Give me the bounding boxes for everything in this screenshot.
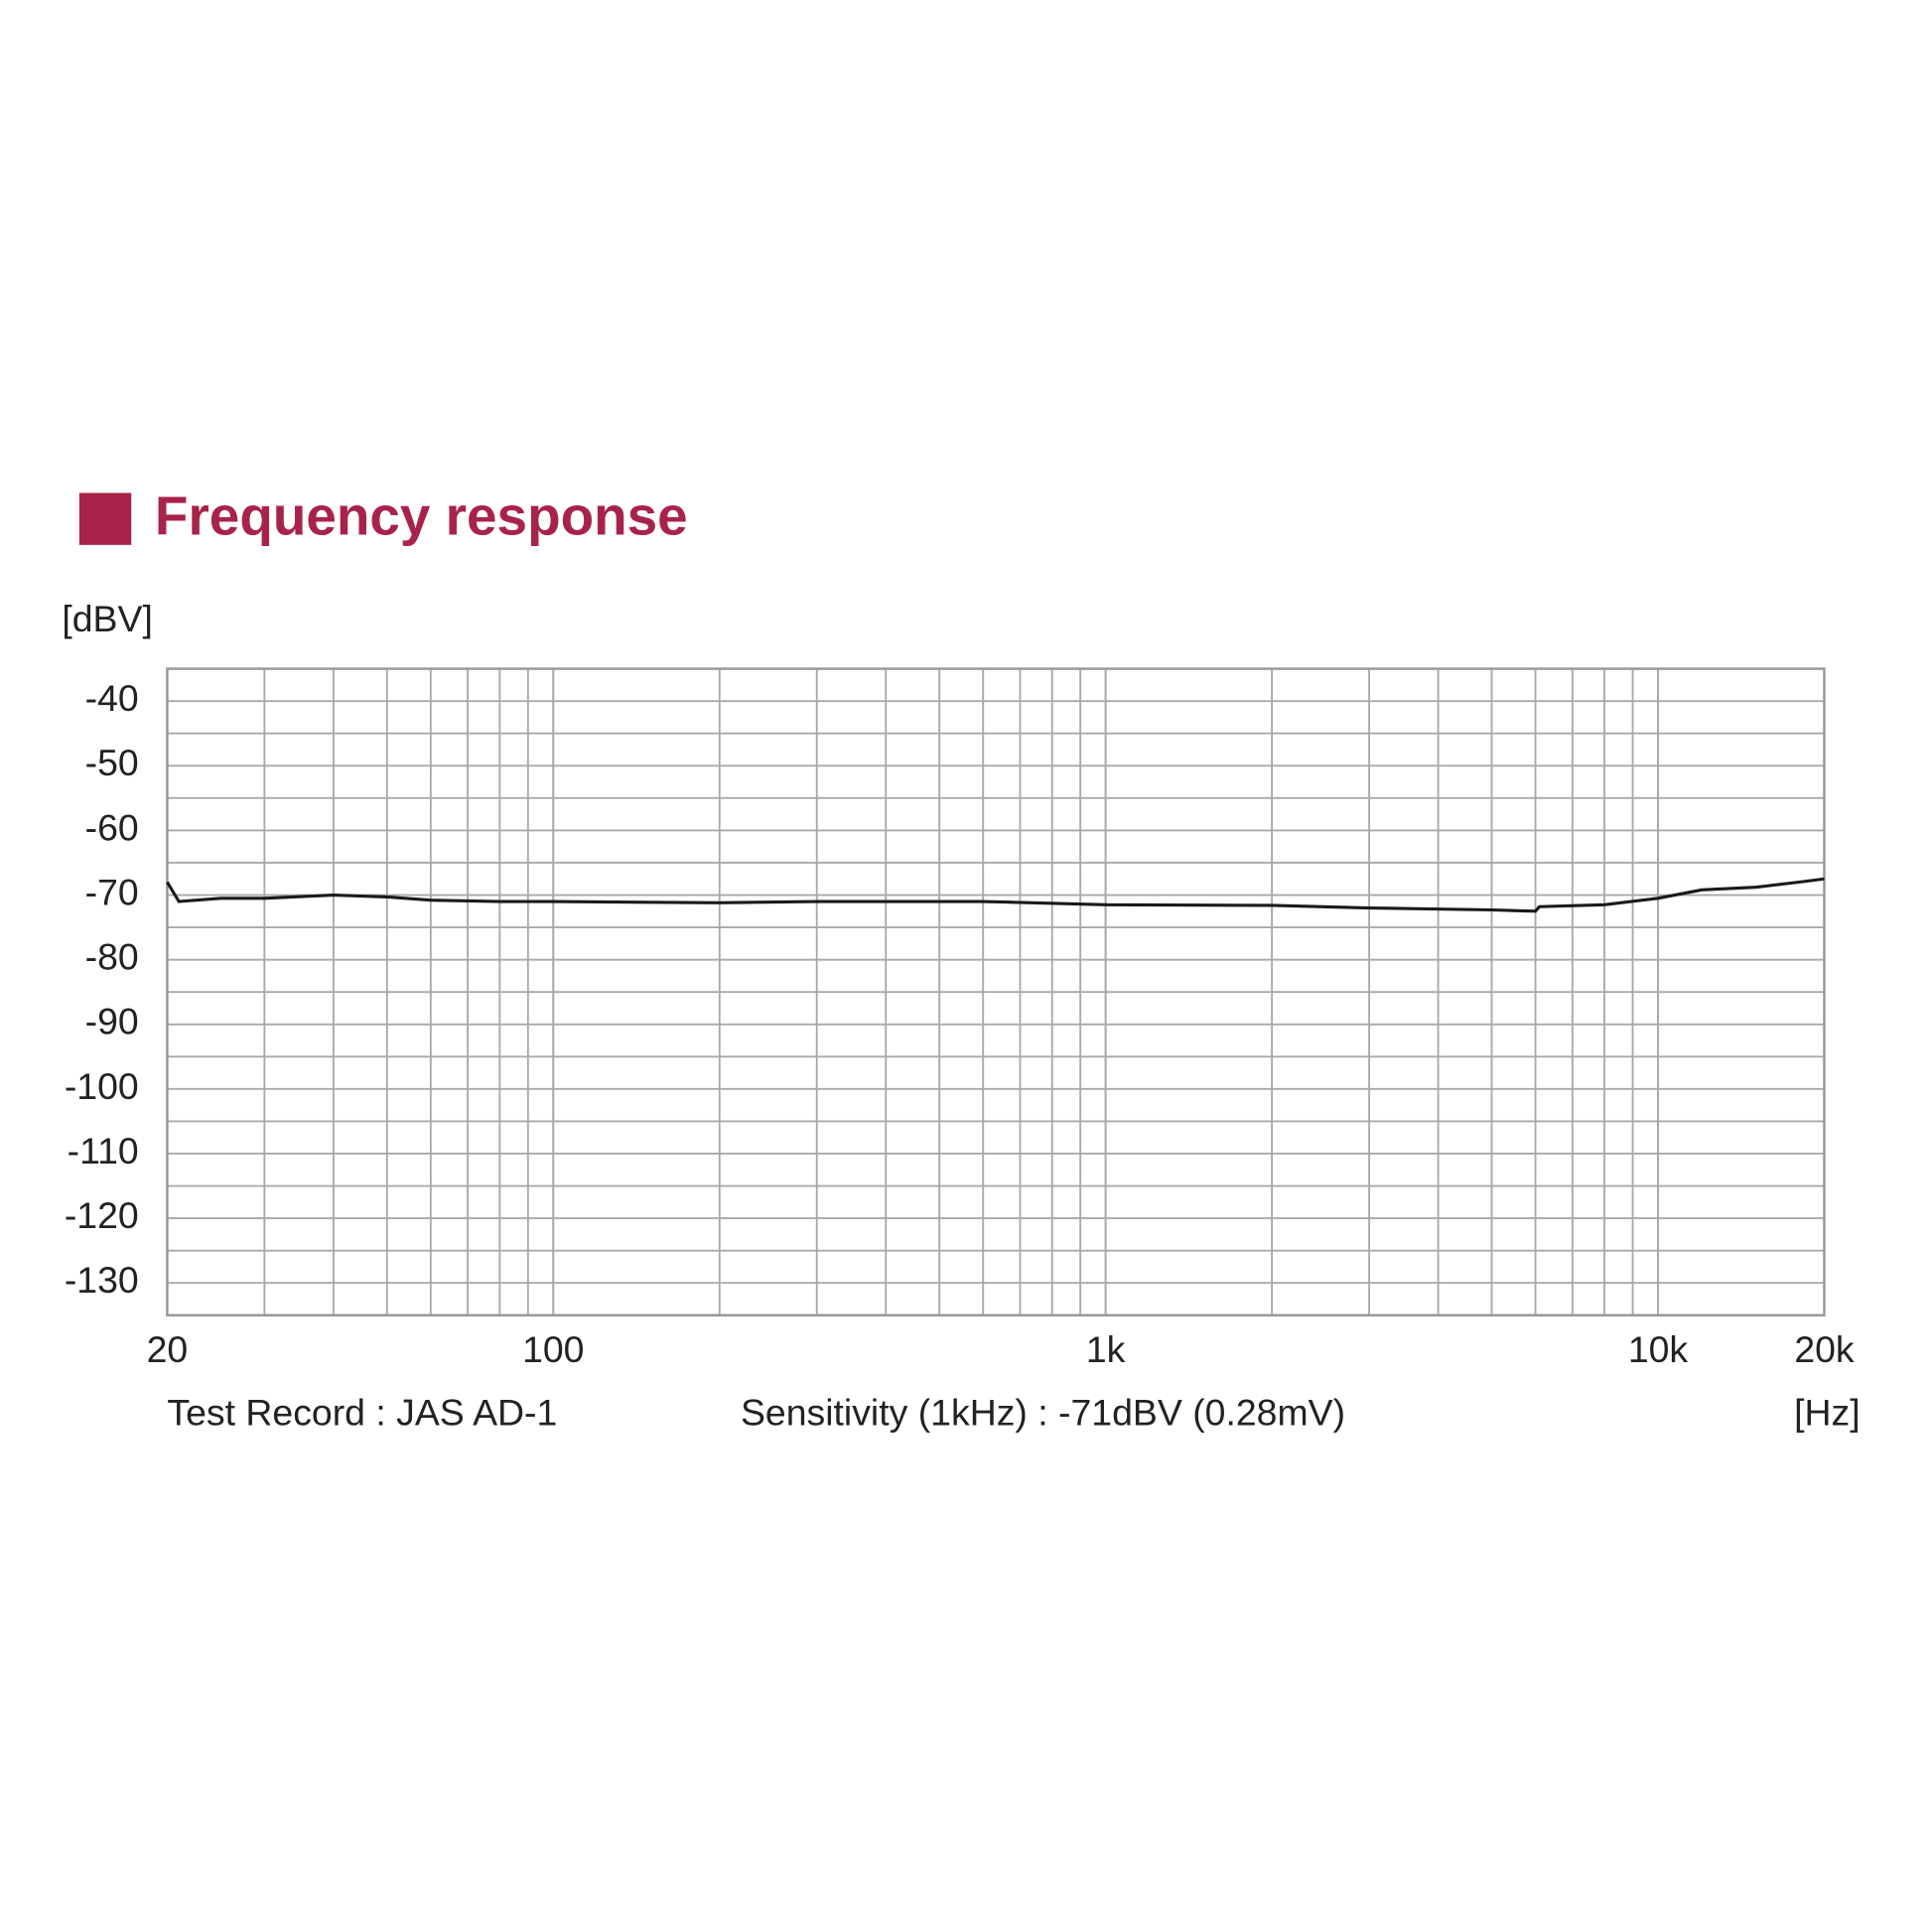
- data-line: [166, 877, 1825, 913]
- chart-title: Frequency response: [155, 484, 688, 546]
- x-tick-label: 1k: [1086, 1328, 1126, 1370]
- y-tick-label: -50: [85, 742, 139, 783]
- y-tick-label: -80: [85, 936, 139, 978]
- y-tick-label: -90: [85, 1001, 139, 1042]
- y-tick-label: -60: [85, 806, 139, 848]
- annotation: Test Record : JAS AD-1: [167, 1392, 557, 1434]
- y-tick-label: -110: [68, 1130, 139, 1172]
- y-tick-label: -100: [65, 1065, 139, 1107]
- y-tick-label: -120: [65, 1194, 139, 1236]
- y-axis-label: [dBV]: [62, 598, 153, 639]
- title-marker: [78, 492, 132, 545]
- x-axis-label: [Hz]: [1794, 1392, 1861, 1434]
- annotation: Sensitivity (1kHz) : -71dBV (0.28mV): [741, 1392, 1345, 1434]
- x-tick-label: 20: [147, 1328, 189, 1370]
- x-tick-label: 10k: [1628, 1328, 1689, 1370]
- y-tick-label: -40: [85, 677, 139, 719]
- y-tick-label: -130: [65, 1259, 139, 1301]
- plot-frame: [166, 667, 1826, 1317]
- x-tick-label: 20k: [1794, 1328, 1855, 1370]
- x-tick-label: 100: [522, 1328, 584, 1370]
- y-tick-label: -70: [85, 871, 139, 912]
